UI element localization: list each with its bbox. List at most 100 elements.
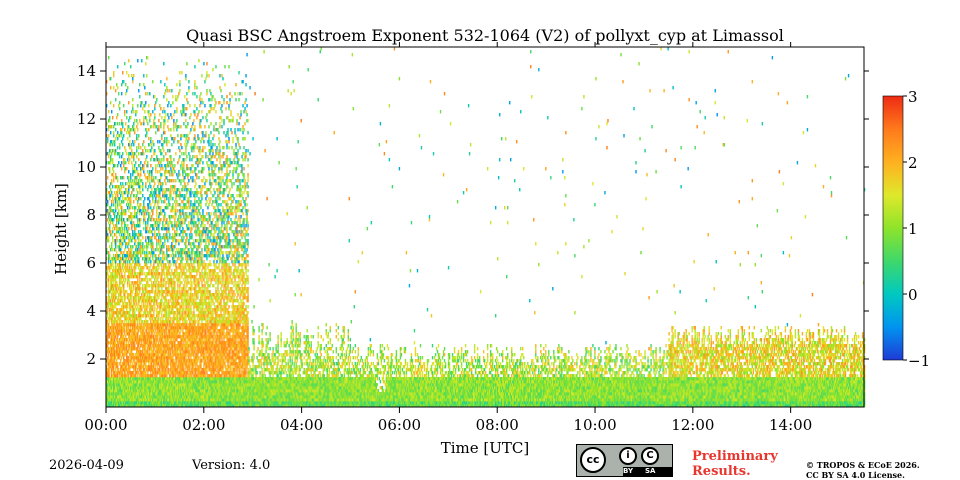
heatmap-cell — [130, 320, 132, 324]
heatmap-cell — [155, 335, 157, 339]
heatmap-cell — [141, 326, 143, 330]
heatmap-cell — [137, 170, 139, 174]
heatmap-cell — [119, 332, 121, 336]
heatmap-cell — [156, 356, 158, 360]
heatmap-cell — [181, 281, 183, 285]
heatmap-cell — [138, 179, 140, 183]
heatmap-cell — [134, 329, 136, 333]
heatmap-cell — [163, 281, 165, 285]
heatmap-cell — [182, 347, 184, 351]
heatmap-cell — [135, 386, 137, 390]
heatmap-cell — [180, 212, 182, 216]
heatmap-cell — [175, 206, 177, 210]
heatmap-cell — [115, 98, 117, 102]
heatmap-cell — [147, 299, 149, 303]
heatmap-cell — [155, 167, 157, 171]
heatmap-cell — [117, 191, 119, 195]
heatmap-cell — [115, 266, 117, 270]
heatmap-cell — [151, 383, 153, 387]
heatmap-cell — [181, 152, 183, 156]
heatmap-cell — [144, 215, 146, 219]
heatmap-cell — [168, 359, 170, 363]
heatmap-cell — [168, 317, 170, 321]
heatmap-cell — [157, 356, 159, 360]
heatmap-cell — [111, 383, 113, 387]
heatmap-cell — [171, 143, 173, 147]
heatmap-cell — [112, 239, 114, 243]
heatmap-cell — [122, 137, 124, 141]
heatmap-cell — [185, 242, 187, 246]
heatmap-cell — [143, 401, 145, 405]
heatmap-cell — [131, 404, 133, 408]
heatmap-cell — [148, 311, 150, 315]
heatmap-cell — [143, 374, 145, 378]
heatmap-cell — [111, 248, 113, 252]
heatmap-cell — [152, 140, 154, 144]
heatmap-cell — [108, 215, 110, 219]
heatmap-cell — [174, 218, 176, 222]
heatmap-cell — [178, 170, 180, 174]
heatmap-cell — [118, 347, 120, 351]
heatmap-cell — [122, 152, 124, 156]
heatmap-cell — [169, 272, 171, 276]
heatmap-cell — [112, 395, 114, 399]
heatmap-cell — [142, 236, 144, 240]
heatmap-cell — [162, 317, 164, 321]
heatmap-cell — [148, 404, 150, 408]
heatmap-cell — [111, 125, 113, 129]
heatmap-cell — [121, 308, 123, 312]
heatmap-cell — [168, 101, 170, 105]
heatmap-cell — [158, 179, 160, 183]
heatmap-cell — [122, 344, 124, 348]
heatmap-cell — [135, 212, 137, 216]
heatmap-cell — [140, 401, 142, 405]
heatmap-cell — [174, 272, 176, 276]
heatmap-cell — [142, 242, 144, 246]
heatmap-cell — [123, 326, 125, 330]
heatmap-cell — [116, 362, 118, 366]
heatmap-cell — [157, 128, 159, 132]
heatmap-cell — [126, 269, 128, 273]
heatmap-cell — [131, 245, 133, 249]
heatmap-cell — [145, 224, 147, 228]
heatmap-cell — [167, 158, 169, 162]
heatmap-cell — [177, 134, 179, 138]
heatmap-cell — [165, 113, 167, 117]
heatmap-cell — [146, 242, 148, 246]
heatmap-cell — [157, 164, 159, 168]
heatmap-cell — [127, 266, 129, 270]
heatmap-cell — [172, 95, 174, 99]
heatmap-cell — [112, 383, 114, 387]
heatmap-cell — [139, 359, 141, 363]
heatmap-cell — [122, 371, 124, 375]
heatmap-cell — [144, 287, 146, 291]
heatmap-cell — [135, 257, 137, 261]
heatmap-cell — [112, 167, 114, 171]
heatmap-cell — [149, 338, 151, 342]
heatmap-cell — [173, 257, 175, 261]
heatmap-cell — [124, 323, 126, 327]
heatmap-cell — [115, 353, 117, 357]
heatmap-cell — [134, 377, 136, 381]
heatmap-cell — [168, 197, 170, 201]
heatmap-cell — [124, 317, 126, 321]
heatmap-cell — [106, 326, 108, 330]
heatmap-cell — [123, 401, 125, 405]
heatmap-cell — [140, 404, 142, 408]
heatmap-cell — [137, 200, 139, 204]
heatmap-cell — [116, 236, 118, 240]
heatmap-cell — [130, 185, 132, 189]
heatmap-cell — [115, 317, 117, 321]
heatmap-cell — [151, 329, 153, 333]
heatmap-cell — [113, 224, 115, 228]
heatmap-cell — [118, 386, 120, 390]
heatmap-cell — [111, 242, 113, 246]
heatmap-cell — [162, 380, 164, 384]
heatmap-cell — [142, 188, 144, 192]
heatmap-cell — [106, 236, 108, 240]
heatmap-cell — [153, 227, 155, 231]
heatmap-cell — [152, 383, 154, 387]
heatmap-cell — [128, 188, 130, 192]
heatmap-cell — [128, 323, 130, 327]
heatmap-cell — [185, 203, 187, 207]
